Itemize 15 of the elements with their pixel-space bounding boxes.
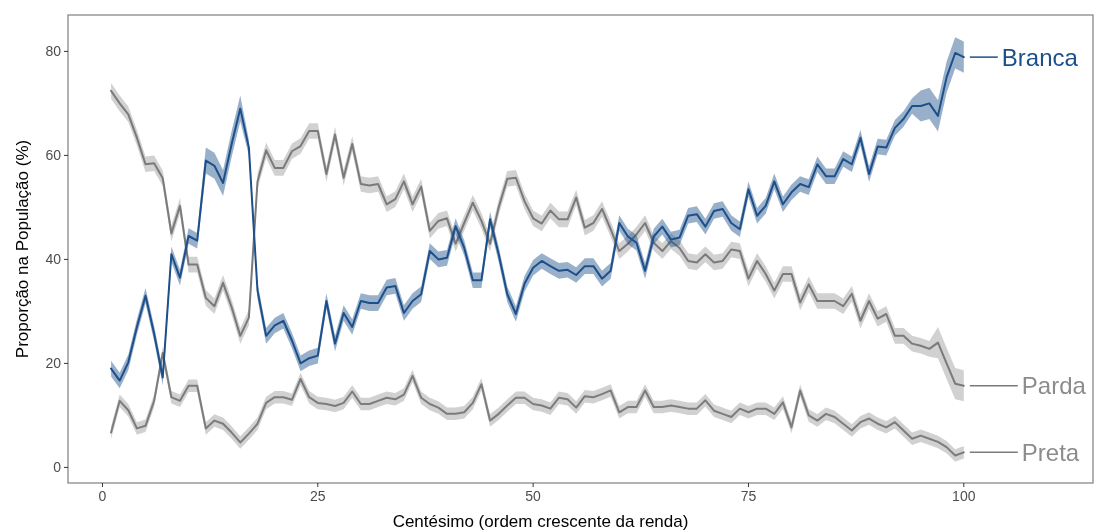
- x-tick-label: 75: [740, 488, 757, 504]
- x-tick-label: 100: [952, 488, 976, 504]
- x-tick-label: 50: [525, 488, 542, 504]
- y-tick-label: 0: [53, 459, 62, 476]
- y-tick-label: 80: [45, 43, 62, 60]
- y-tick-label: 40: [45, 251, 62, 268]
- x-axis-title: Centésimo (ordem crescente da renda): [392, 512, 689, 531]
- legend-label: Preta: [1021, 438, 1080, 466]
- y-tick-label: 60: [45, 147, 62, 164]
- y-tick-label: 20: [45, 355, 62, 372]
- legend-label: Branca: [1001, 43, 1079, 71]
- legend-label: Parda: [1021, 372, 1087, 400]
- x-tick-label: 0: [98, 488, 107, 504]
- y-axis-title: Proporção na População (%): [13, 139, 32, 359]
- x-tick-label: 25: [310, 488, 326, 504]
